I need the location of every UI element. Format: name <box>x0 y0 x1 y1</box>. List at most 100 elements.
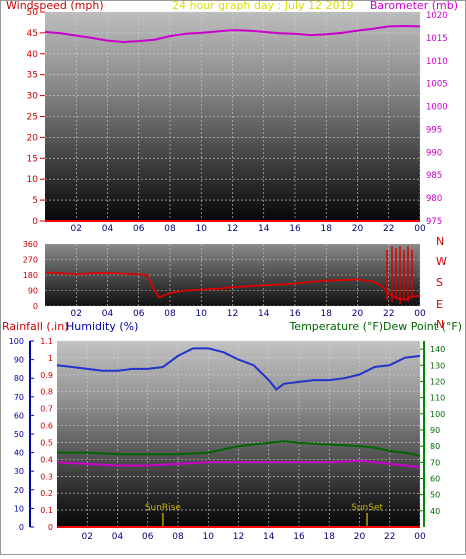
wind-direction-tick-label: 360 <box>23 240 38 249</box>
compass-tick-label: E <box>436 298 443 311</box>
panel1-x-tick-label: 10 <box>196 224 208 234</box>
panel3-x-tick-label: 12 <box>233 532 244 542</box>
temperature-tick-label: 70 <box>430 458 440 467</box>
windspeed-tick-label: 0 <box>32 217 38 227</box>
windspeed-tick-label: 15 <box>27 154 38 164</box>
panel2-x-tick-label: 08 <box>164 309 176 319</box>
panel2-x-tick-label: 18 <box>321 309 333 319</box>
panel1-x-tick-label: 16 <box>289 224 301 234</box>
panel3-x-tick-label: 06 <box>142 532 154 542</box>
panel1-x-tick-label: 12 <box>227 224 238 234</box>
panel2-grid <box>45 243 421 307</box>
rainfall-axis-ticks: 0 0.1 0.2 0.3 0.4 0.5 0.6 0.7 0.8 0.9 1 1.1 <box>40 337 53 532</box>
rainfall-tick-label: 0.1 <box>40 506 53 515</box>
barometer-tick-label: 990 <box>426 148 442 158</box>
wind-direction-tick-label: 270 <box>23 256 38 265</box>
humidity-tick-label: 10 <box>14 504 24 513</box>
windspeed-tick-label: 10 <box>27 175 39 185</box>
sun-marker-label: SunRise <box>145 503 182 513</box>
rainfall-tick-label: 0.4 <box>40 455 53 464</box>
compass-tick-label: N <box>436 235 444 248</box>
wind-direction-tick-label: 180 <box>23 271 38 280</box>
panel1-x-tick-label: 14 <box>258 224 270 234</box>
panel3-x-tick-label: 04 <box>112 532 124 542</box>
rainfall-tick-label: 0 <box>48 523 53 532</box>
temperature-axis-ticks: 40 50 60 70 80 90 100 110 120 130 140 <box>420 345 445 516</box>
rainfall-tick-label: 0.6 <box>40 422 53 431</box>
panel3-x-tick-label: 02 <box>82 532 93 542</box>
windspeed-axis-title: Windspeed (mph) <box>6 0 104 12</box>
panel2-x-tick-label: 22 <box>383 309 394 319</box>
barometer-line <box>44 24 421 44</box>
humidity-tick-label: 50 <box>14 430 24 439</box>
barometer-tick-label: 985 <box>426 171 442 181</box>
barometer-tick-label: 1005 <box>426 80 448 90</box>
barometer-tick-label: 1010 <box>426 57 448 67</box>
compass-tick-label: S <box>436 276 443 289</box>
panel2-x-ticks: 02 04 06 08 10 12 14 16 18 20 22 00 <box>71 309 426 319</box>
barometer-tick-label: 1020 <box>426 11 448 21</box>
rainfall-tick-label: 0.8 <box>40 388 53 397</box>
panel1-x-tick-label: 08 <box>164 224 176 234</box>
panel3-x-tick-label: 00 <box>414 532 426 542</box>
windspeed-tick-label: 20 <box>27 133 39 143</box>
panel1-x-tick-label: 18 <box>321 224 333 234</box>
rainfall-tick-label: 1.1 <box>40 337 53 346</box>
wind-direction-tick-label: 0 <box>33 302 38 311</box>
barometer-tick-label: 980 <box>426 194 442 204</box>
temperature-tick-label: 110 <box>430 394 445 403</box>
barometer-tick-label: 975 <box>426 217 442 227</box>
rainfall-tick-label: 0.7 <box>40 405 53 414</box>
windspeed-tick-label: 50 <box>27 8 39 18</box>
sun-marker-label: SunSet <box>351 503 383 513</box>
panel2-x-tick-label: 02 <box>71 309 82 319</box>
panel2-x-tick-label: 12 <box>227 309 238 319</box>
panel3-x-tick-label: 08 <box>172 532 184 542</box>
barometer-tick-label: 1000 <box>426 103 448 113</box>
humidity-axis-ticks: 0 10 20 30 40 50 60 70 80 90 100 <box>9 337 34 532</box>
humidity-line <box>56 347 421 391</box>
humidity-tick-label: 40 <box>14 449 24 458</box>
temperature-tick-label: 90 <box>430 426 440 435</box>
temperature-tick-label: 80 <box>430 442 440 451</box>
panel1-x-ticks: 02 04 06 08 10 12 14 16 18 20 22 00 <box>71 224 426 234</box>
panel3-x-tick-label: 14 <box>263 532 275 542</box>
rainfall-tick-label: 0.5 <box>40 438 53 447</box>
humidity-tick-label: 60 <box>14 411 24 420</box>
wind-direction-degree-ticks: 0 90 180 270 360 <box>23 240 38 311</box>
rainfall-tick-label: 0.9 <box>40 371 53 380</box>
panel2-x-tick-label: 10 <box>196 309 208 319</box>
panel3-x-ticks: 02 04 06 08 10 12 14 16 18 20 22 00 <box>82 532 426 542</box>
panel1-x-tick-label: 06 <box>133 224 145 234</box>
windspeed-axis-ticks: 0 5 10 15 20 25 30 35 40 45 50 <box>27 8 45 227</box>
humidity-tick-label: 90 <box>14 356 24 365</box>
temperature-tick-label: 50 <box>430 491 440 500</box>
panel1-x-tick-label: 22 <box>383 224 394 234</box>
rainfall-axis-title: Rainfall (.in) <box>2 320 69 333</box>
humidity-tick-label: 80 <box>14 374 24 383</box>
panel3-x-tick-label: 16 <box>293 532 305 542</box>
panel2-x-tick-label: 06 <box>133 309 145 319</box>
barometer-axis-title: Barometer (mb) <box>370 0 458 12</box>
rainfall-tick-label: 0.2 <box>40 489 53 498</box>
rainfall-tick-label: 0.3 <box>40 472 53 481</box>
humidity-tick-label: 70 <box>14 393 24 402</box>
temperature-tick-label: 60 <box>430 474 440 483</box>
humidity-tick-label: 20 <box>14 486 24 495</box>
windspeed-tick-label: 25 <box>27 113 38 123</box>
panel1-x-tick-label: 20 <box>352 224 364 234</box>
temperature-tick-label: 100 <box>430 410 445 419</box>
humidity-tick-label: 100 <box>9 337 24 346</box>
panel1-x-tick-label: 04 <box>102 224 114 234</box>
windspeed-tick-label: 45 <box>27 29 38 39</box>
temperature-tick-label: 130 <box>430 361 445 370</box>
dewpoint-line <box>56 459 421 469</box>
temperature-tick-label: 40 <box>430 507 440 516</box>
sun-markers: SunRise SunSet <box>145 503 383 527</box>
barometer-axis-ticks: 975 980 985 990 995 1000 1005 1010 1015 1020 <box>426 11 448 227</box>
panel1-x-tick-label: 00 <box>414 224 426 234</box>
humidity-tick-label: 30 <box>14 467 24 476</box>
humidity-tick-label: 0 <box>19 523 24 532</box>
